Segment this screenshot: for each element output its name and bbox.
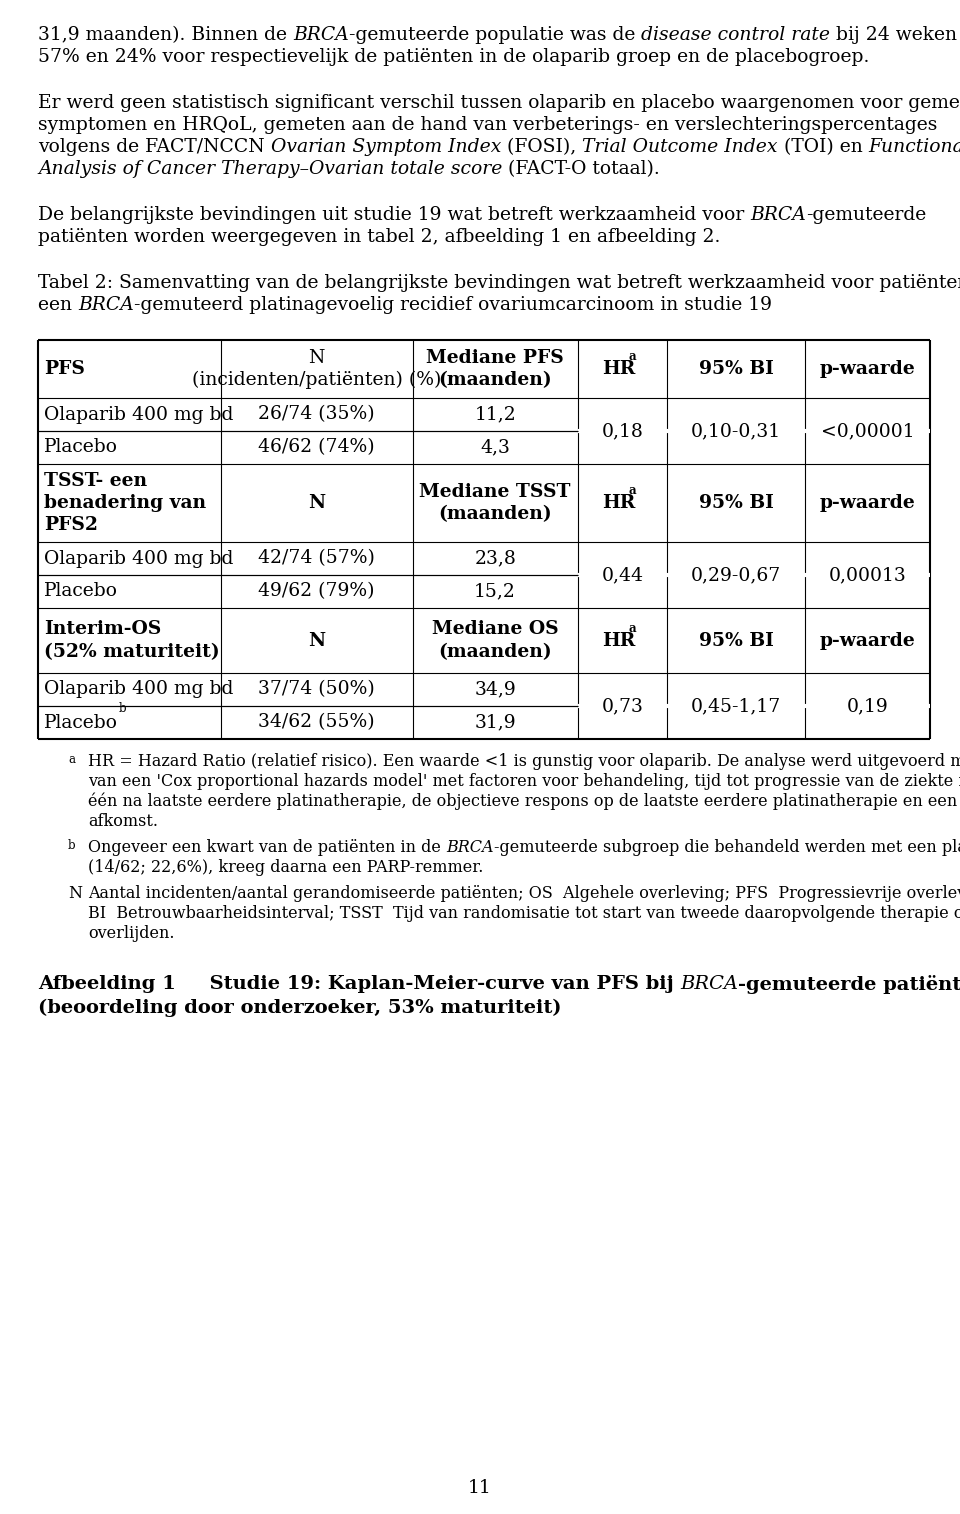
Text: HR: HR xyxy=(602,360,635,378)
Text: (beoordeling door onderzoeker, 53% maturiteit): (beoordeling door onderzoeker, 53% matur… xyxy=(38,999,562,1017)
Text: BRCA: BRCA xyxy=(751,206,806,224)
Text: 49/62 (79%): 49/62 (79%) xyxy=(258,583,375,601)
Text: TSST- een
benadering van
PFS2: TSST- een benadering van PFS2 xyxy=(44,472,206,534)
Text: Ovarian Symptom Index: Ovarian Symptom Index xyxy=(271,138,501,156)
Text: b: b xyxy=(68,839,76,852)
Text: 42/74 (57%): 42/74 (57%) xyxy=(258,550,375,568)
Text: symptomen en HRQoL, gemeten aan de hand van verbeterings- en verslechteringsperc: symptomen en HRQoL, gemeten aan de hand … xyxy=(38,117,937,135)
Text: Functional: Functional xyxy=(869,138,960,156)
Text: -gemuteerd platinagevoelig recidief ovariumcarcinoom in studie 19: -gemuteerd platinagevoelig recidief ovar… xyxy=(133,297,772,313)
Text: -gemuteerde populatie was de: -gemuteerde populatie was de xyxy=(348,26,641,44)
Text: p-waarde: p-waarde xyxy=(820,631,916,650)
Text: (14/62; 22,6%), kreeg daarna een PARP-remmer.: (14/62; 22,6%), kreeg daarna een PARP-re… xyxy=(88,858,484,877)
Text: Mediane OS
(maanden): Mediane OS (maanden) xyxy=(432,621,559,660)
Text: HR: HR xyxy=(602,631,635,650)
Text: -gemuteerde patiënten: -gemuteerde patiënten xyxy=(738,975,960,995)
Text: één na laatste eerdere platinatherapie, de objectieve respons op de laatste eerd: één na laatste eerdere platinatherapie, … xyxy=(88,793,960,810)
Text: 0,18: 0,18 xyxy=(601,422,643,441)
Text: 26/74 (35%): 26/74 (35%) xyxy=(258,406,375,424)
Text: a: a xyxy=(628,622,636,634)
Text: 95% BI: 95% BI xyxy=(699,360,774,378)
Text: een: een xyxy=(38,297,78,313)
Text: Placebo: Placebo xyxy=(44,583,118,601)
Text: p-waarde: p-waarde xyxy=(820,360,916,378)
Text: BRCA: BRCA xyxy=(446,839,493,855)
Text: BRCA: BRCA xyxy=(293,26,348,44)
Text: disease control rate: disease control rate xyxy=(641,26,830,44)
Text: 0,10-0,31: 0,10-0,31 xyxy=(691,422,781,441)
Text: HR = Hazard Ratio (relatief risico). Een waarde <1 is gunstig voor olaparib. De : HR = Hazard Ratio (relatief risico). Een… xyxy=(88,752,960,771)
Text: (TOI) en: (TOI) en xyxy=(778,138,869,156)
Text: 0,73: 0,73 xyxy=(601,696,643,715)
Text: 0,29-0,67: 0,29-0,67 xyxy=(691,566,781,584)
Text: a: a xyxy=(68,752,75,766)
Text: Olaparib 400 mg bd: Olaparib 400 mg bd xyxy=(44,550,233,568)
Text: b: b xyxy=(119,702,127,716)
Text: Trial Outcome Index: Trial Outcome Index xyxy=(583,138,778,156)
Text: -gemuteerde: -gemuteerde xyxy=(806,206,926,224)
Text: 23,8: 23,8 xyxy=(474,550,516,568)
Text: N: N xyxy=(68,886,82,902)
Text: 57% en 24% voor respectievelijk de patiënten in de olaparib groep en de placebog: 57% en 24% voor respectievelijk de patië… xyxy=(38,48,870,67)
Text: 4,3: 4,3 xyxy=(480,439,510,457)
Text: <0,00001: <0,00001 xyxy=(821,422,914,441)
Text: Er werd geen statistisch significant verschil tussen olaparib en placebo waargen: Er werd geen statistisch significant ver… xyxy=(38,94,960,112)
Text: N: N xyxy=(308,631,325,650)
Text: N
(incidenten/patiënten) (%): N (incidenten/patiënten) (%) xyxy=(192,348,442,389)
Text: 95% BI: 95% BI xyxy=(699,631,774,650)
Text: bij 24 weken: bij 24 weken xyxy=(830,26,957,44)
Text: 37/74 (50%): 37/74 (50%) xyxy=(258,680,375,698)
Text: Mediane PFS
(maanden): Mediane PFS (maanden) xyxy=(426,348,564,389)
Text: Olaparib 400 mg bd: Olaparib 400 mg bd xyxy=(44,680,233,698)
Text: (FACT-O totaal).: (FACT-O totaal). xyxy=(502,160,660,179)
Text: BRCA: BRCA xyxy=(78,297,133,313)
Text: patiënten worden weergegeven in tabel 2, afbeelding 1 en afbeelding 2.: patiënten worden weergegeven in tabel 2,… xyxy=(38,229,720,245)
Text: 0,00013: 0,00013 xyxy=(828,566,906,584)
Text: Placebo: Placebo xyxy=(44,439,118,457)
Text: 15,2: 15,2 xyxy=(474,583,516,601)
Text: 46/62 (74%): 46/62 (74%) xyxy=(258,439,375,457)
Text: -gemuteerde subgroep die behandeld werden met een placebo: -gemuteerde subgroep die behandeld werde… xyxy=(493,839,960,855)
Text: (FOSI),: (FOSI), xyxy=(501,138,583,156)
Text: BI  Betrouwbaarheidsinterval; TSST  Tijd van randomisatie tot start van tweede d: BI Betrouwbaarheidsinterval; TSST Tijd v… xyxy=(88,905,960,922)
Text: Placebo: Placebo xyxy=(44,713,118,731)
Text: 0,44: 0,44 xyxy=(601,566,643,584)
Text: p-waarde: p-waarde xyxy=(820,494,916,512)
Text: HR: HR xyxy=(602,494,635,512)
Text: Ongeveer een kwart van de patiënten in de: Ongeveer een kwart van de patiënten in d… xyxy=(88,839,446,855)
Text: a: a xyxy=(628,350,636,363)
Text: 31,9: 31,9 xyxy=(474,713,516,731)
Text: Interim-OS
(52% maturiteit): Interim-OS (52% maturiteit) xyxy=(44,621,220,660)
Text: N: N xyxy=(308,494,325,512)
Text: 31,9 maanden). Binnen de: 31,9 maanden). Binnen de xyxy=(38,26,293,44)
Text: afkomst.: afkomst. xyxy=(88,813,158,830)
Text: De belangrijkste bevindingen uit studie 19 wat betreft werkzaamheid voor: De belangrijkste bevindingen uit studie … xyxy=(38,206,751,224)
Text: 34,9: 34,9 xyxy=(474,680,516,698)
Text: 11: 11 xyxy=(468,1479,492,1497)
Text: Olaparib 400 mg bd: Olaparib 400 mg bd xyxy=(44,406,233,424)
Text: Tabel 2: Samenvatting van de belangrijkste bevindingen wat betreft werkzaamheid : Tabel 2: Samenvatting van de belangrijks… xyxy=(38,274,960,292)
Text: Analysis of Cancer Therapy–Ovarian totale score: Analysis of Cancer Therapy–Ovarian total… xyxy=(38,160,502,179)
Text: Aantal incidenten/aantal gerandomiseerde patiënten; OS  Algehele overleving; PFS: Aantal incidenten/aantal gerandomiseerde… xyxy=(88,886,960,902)
Text: 0,45-1,17: 0,45-1,17 xyxy=(691,696,781,715)
Text: PFS: PFS xyxy=(44,360,84,378)
Text: a: a xyxy=(628,484,636,497)
Text: Mediane TSST
(maanden): Mediane TSST (maanden) xyxy=(420,483,571,524)
Text: volgens de FACT/NCCN: volgens de FACT/NCCN xyxy=(38,138,271,156)
Text: BRCA: BRCA xyxy=(681,975,738,993)
Text: Afbeelding 1     Studie 19: Kaplan-Meier-curve van PFS bij: Afbeelding 1 Studie 19: Kaplan-Meier-cur… xyxy=(38,975,681,993)
Text: 11,2: 11,2 xyxy=(474,406,516,424)
Text: van een 'Cox proportional hazards model' met factoren voor behandeling, tijd tot: van een 'Cox proportional hazards model'… xyxy=(88,774,960,790)
Text: 95% BI: 95% BI xyxy=(699,494,774,512)
Text: 0,19: 0,19 xyxy=(847,696,888,715)
Text: 34/62 (55%): 34/62 (55%) xyxy=(258,713,375,731)
Text: overlijden.: overlijden. xyxy=(88,925,175,942)
